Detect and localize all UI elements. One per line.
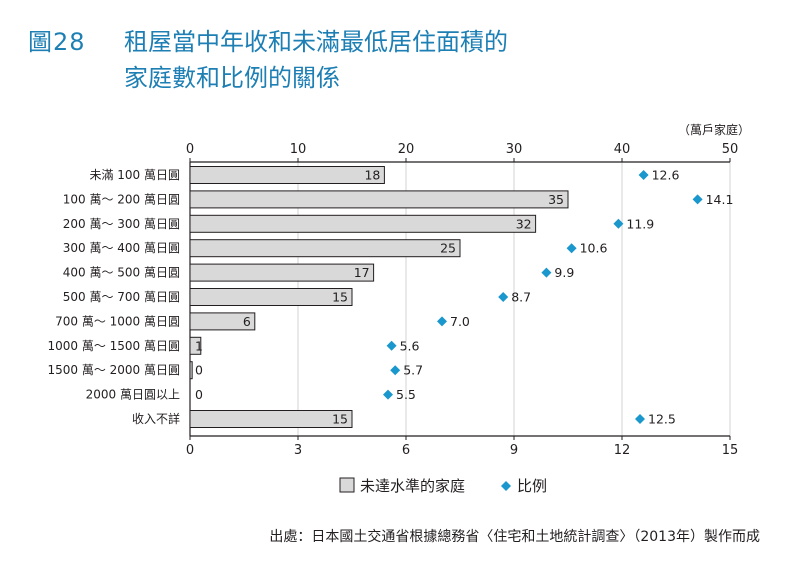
bar xyxy=(189,263,375,282)
top-axis-tick-label: 20 xyxy=(398,142,415,157)
category-label: 未滿 100 萬日圓 xyxy=(89,168,180,182)
bar-value-label: 0 xyxy=(195,363,203,378)
legend-label-bar: 未達水準的家庭 xyxy=(360,477,465,495)
bar-value-label: 17 xyxy=(354,265,370,280)
ratio-point xyxy=(541,267,552,278)
bar-value-label: 35 xyxy=(548,192,564,207)
bar xyxy=(189,336,202,355)
bar-value-label: 1 xyxy=(195,338,203,353)
ratio-point xyxy=(498,292,509,302)
ratio-value-label: 5.7 xyxy=(403,363,423,378)
ratio-value-label: 10.6 xyxy=(580,241,608,256)
ratio-value-label: 7.0 xyxy=(450,314,470,329)
top-axis-tick-label: 50 xyxy=(722,142,739,157)
category-label: 收入不詳 xyxy=(132,411,180,426)
ratio-point xyxy=(383,389,393,400)
ratio-value-label: 11.9 xyxy=(626,216,654,231)
top-axis-tick-label: 40 xyxy=(614,142,631,157)
bar-value-label: 15 xyxy=(332,412,348,427)
top-axis-tick-label: 10 xyxy=(290,142,307,157)
bottom-axis-tick-label: 15 xyxy=(722,443,739,458)
category-label: 100 萬～ 200 萬日圓 xyxy=(63,192,180,206)
category-label: 500 萬～ 700 萬日圓 xyxy=(63,290,180,304)
bar xyxy=(189,166,385,184)
bottom-axis-tick-label: 6 xyxy=(402,443,410,458)
bar xyxy=(189,239,461,258)
ratio-value-label: 8.7 xyxy=(511,290,531,305)
figure-title-line-1: 租屋當中年收和未滿最低居住面積的 xyxy=(124,28,508,56)
ratio-point xyxy=(638,170,649,180)
ratio-value-label: 9.9 xyxy=(554,265,574,280)
ratio-value-label: 12.5 xyxy=(648,412,676,427)
ratio-point xyxy=(386,340,397,351)
category-label: 1500 萬～ 2000 萬日圓 xyxy=(47,363,180,377)
bar-value-label: 25 xyxy=(440,241,456,256)
category-label: 2000 萬日圓以上 xyxy=(86,388,180,402)
figure-title-line-2: 家庭數和比例的關係 xyxy=(124,64,340,92)
bar xyxy=(189,312,256,331)
ratio-point xyxy=(613,218,624,229)
bar xyxy=(189,190,569,209)
legend-label-ratio: 比例 xyxy=(517,477,547,495)
bar-value-label: 18 xyxy=(364,168,380,183)
bar-value-label: 6 xyxy=(243,314,251,329)
bottom-axis-tick-label: 0 xyxy=(186,443,194,458)
source-note: 出處：日本國土交通省根據總務省〈住宅和土地統計調查〉（2013年）製作而成 xyxy=(269,529,760,545)
bottom-axis-tick-label: 12 xyxy=(614,443,631,458)
ratio-point xyxy=(437,316,447,327)
ratio-point xyxy=(692,194,703,205)
ratio-point xyxy=(566,243,577,254)
top-axis-tick-label: 30 xyxy=(506,142,523,157)
top-axis-tick-label: 0 xyxy=(186,142,194,157)
bar xyxy=(189,288,353,306)
legend-swatch-ratio xyxy=(501,481,511,491)
ratio-value-label: 14.1 xyxy=(706,192,734,207)
category-label: 1000 萬～ 1500 萬日圓 xyxy=(47,339,180,353)
bar xyxy=(189,361,193,380)
ratio-value-label: 12.6 xyxy=(652,168,680,183)
bottom-axis-tick-label: 3 xyxy=(294,443,302,458)
bar-value-label: 15 xyxy=(332,290,348,305)
bottom-axis-tick-label: 9 xyxy=(510,443,518,458)
bar-value-label: 32 xyxy=(516,216,532,231)
bar xyxy=(189,214,537,233)
bar xyxy=(189,410,353,428)
legend-swatch-bar xyxy=(339,477,355,493)
category-label: 400 萬～ 500 萬日圓 xyxy=(63,266,180,280)
figure-number: 圖28 xyxy=(28,28,86,56)
ratio-value-label: 5.6 xyxy=(400,338,420,353)
category-label: 700 萬～ 1000 萬日圓 xyxy=(55,314,180,328)
ratio-value-label: 5.5 xyxy=(396,387,416,402)
category-label: 200 萬～ 300 萬日圓 xyxy=(63,217,180,231)
top-axis-unit: （萬戶家庭） xyxy=(678,122,750,137)
category-label: 300 萬～ 400 萬日圓 xyxy=(63,241,180,255)
ratio-point xyxy=(635,414,645,424)
bar-value-label: 0 xyxy=(195,387,203,402)
ratio-point xyxy=(390,365,401,376)
